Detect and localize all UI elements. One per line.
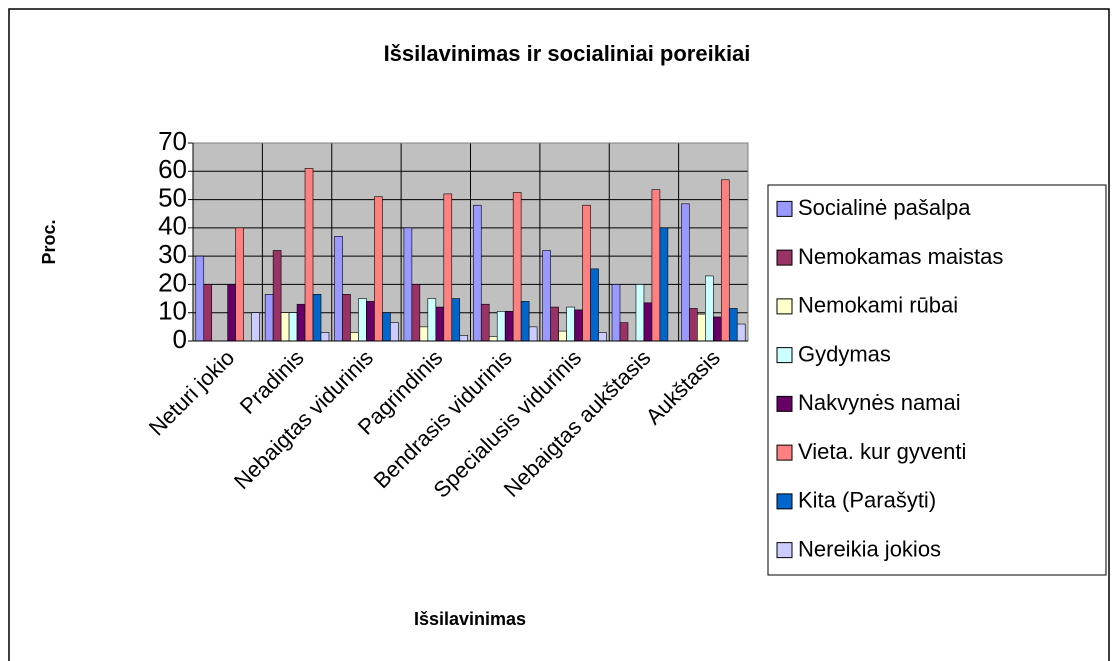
legend-box — [767, 184, 1107, 576]
legend-swatch — [776, 493, 793, 510]
bar — [312, 294, 322, 342]
bar — [504, 310, 514, 342]
bar — [382, 312, 391, 342]
legend-label: Kita (Parašyti) — [798, 488, 936, 513]
bar — [550, 306, 559, 342]
bar — [411, 284, 421, 342]
y-tick-label: 30 — [158, 239, 187, 269]
bar — [542, 250, 551, 342]
bar — [451, 298, 461, 342]
bar — [358, 298, 367, 342]
bar — [334, 236, 343, 342]
bar — [459, 335, 469, 342]
bar — [619, 322, 629, 342]
legend-swatch — [776, 200, 793, 217]
bar — [697, 313, 706, 342]
bar — [582, 204, 591, 342]
bar — [736, 323, 746, 342]
bar — [512, 192, 522, 342]
legend-label: Socialinė pašalpa — [798, 195, 971, 220]
bar — [635, 284, 645, 342]
bar — [403, 227, 413, 342]
bar — [713, 316, 722, 342]
bar — [480, 303, 490, 342]
bar — [443, 193, 453, 342]
bar — [590, 268, 599, 342]
bar — [264, 294, 274, 342]
bar — [427, 298, 437, 342]
legend-swatch — [776, 542, 793, 559]
legend-label: Gydymas — [798, 341, 891, 366]
bar — [435, 306, 445, 342]
x-axis-label: Išsilavinimas — [414, 609, 526, 629]
bar — [203, 284, 213, 342]
y-tick-label: 0 — [173, 324, 187, 354]
legend-swatch — [776, 298, 793, 315]
bar — [705, 275, 714, 342]
bar — [320, 332, 330, 342]
legend-swatch — [776, 444, 793, 461]
bar — [496, 310, 506, 342]
bar — [728, 308, 738, 342]
y-tick-label: 70 — [158, 126, 187, 156]
bar — [659, 227, 669, 342]
chart-title: Išsilavinimas ir socialiniai poreikiai — [384, 41, 751, 66]
bar — [304, 168, 314, 342]
bar — [598, 332, 607, 342]
bar — [342, 294, 351, 342]
bar — [520, 301, 530, 342]
bar — [390, 322, 399, 342]
y-axis-label: Proc. — [39, 219, 59, 264]
bar — [528, 326, 538, 342]
bar — [374, 196, 383, 342]
bar — [720, 179, 730, 342]
bar — [574, 309, 583, 342]
bar — [488, 336, 498, 342]
bar — [251, 312, 260, 342]
bar — [366, 301, 375, 342]
bar — [558, 330, 567, 342]
bar — [472, 204, 482, 342]
bar — [419, 326, 429, 342]
bar — [272, 250, 282, 342]
y-tick-label: 10 — [158, 296, 187, 326]
legend-swatch — [776, 347, 793, 364]
bar — [296, 303, 306, 342]
bar — [227, 284, 236, 342]
legend-swatch — [776, 395, 793, 412]
bar — [651, 189, 661, 342]
legend-label: Nemokami rūbai — [798, 293, 958, 318]
bar — [195, 255, 205, 342]
legend-swatch — [776, 249, 793, 266]
y-tick-label: 50 — [158, 182, 187, 212]
bar — [350, 332, 359, 342]
legend-label: Nereikia jokios — [798, 536, 941, 561]
bar — [689, 308, 698, 342]
legend-label: Nakvynės namai — [798, 390, 961, 415]
legend-label: Vieta. kur gyventi — [798, 439, 966, 464]
bar — [280, 312, 290, 342]
y-tick-label: 60 — [158, 154, 187, 184]
legend-label: Nemokamas maistas — [798, 244, 1003, 269]
bar — [611, 284, 621, 342]
bar — [235, 227, 244, 342]
bar — [288, 312, 298, 342]
bar — [643, 302, 653, 342]
y-tick-label: 40 — [158, 211, 187, 241]
bar — [681, 203, 690, 342]
y-tick-label: 20 — [158, 267, 187, 297]
bar — [566, 306, 575, 342]
